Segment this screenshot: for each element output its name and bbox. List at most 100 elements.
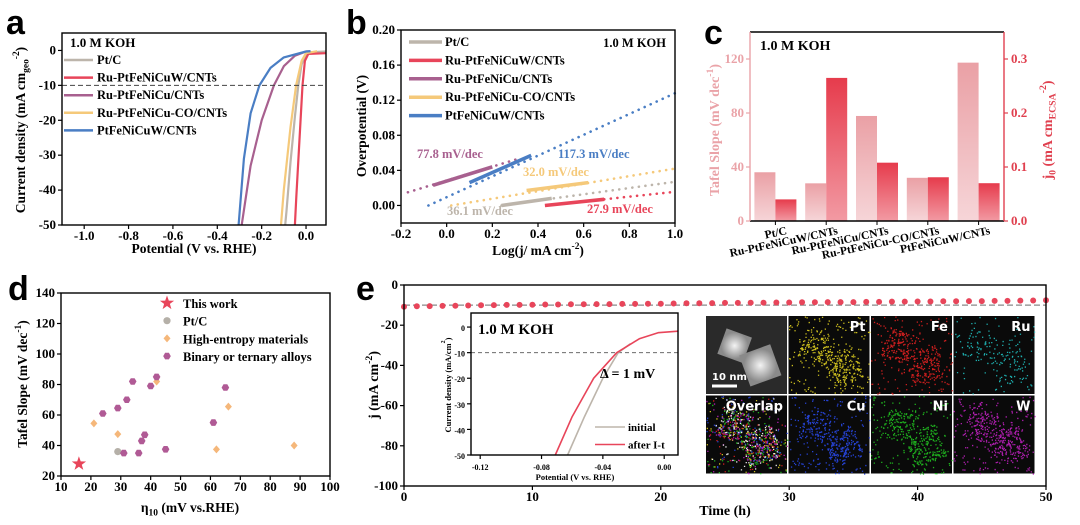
eds-mapping-grid: 10 nm Pt Fe Ru Overlap Cu Ni W (706, 316, 1036, 475)
panel-label-b: b (346, 4, 367, 42)
eds-tile-background (871, 395, 952, 474)
eds-map-tile: Ni (871, 395, 953, 475)
eds-element-signal (871, 395, 953, 475)
tafel-slope-label: 77.8 mV/dec (417, 147, 483, 161)
it-data-point (644, 300, 651, 307)
data-point-hexagon (140, 431, 149, 439)
inset-electrolyte-label: 1.0 M KOH (478, 322, 554, 338)
y-axis-label-part: Tafel Slope (mV dec (15, 333, 30, 448)
it-data-point (734, 299, 741, 306)
y2-axis-label-part: -2 (1038, 85, 1049, 93)
y-axis-label-part: Tafel Slope (mV dec (708, 77, 723, 196)
data-point-star (71, 456, 87, 470)
it-data-point (799, 299, 806, 306)
eds-tile-background (953, 316, 1035, 394)
eds-element-signal (953, 396, 1036, 475)
legend-label: Pt/C (445, 35, 469, 49)
y-axis-label-part: Current density (mA cm (13, 72, 28, 213)
x-tick-label: 0.00 (657, 463, 671, 472)
y-tick-label: 0 (50, 42, 57, 57)
legend-label: PtFeNiCuW/CNTs (97, 123, 197, 137)
eds-element-label: Overlap (726, 400, 783, 415)
x-axis-label-part: η (141, 500, 149, 515)
lsv-curve-4 (237, 50, 311, 226)
it-data-point (606, 301, 613, 308)
data-point-hexagon (123, 396, 131, 403)
eds-map-tile: Cu (788, 395, 871, 475)
panel-c-bar-chart: Pt/CRu-PtFeNiCuW/CNTsRu-PtFeNiCu/CNTsRu-… (705, 31, 1059, 262)
it-data-point (657, 300, 664, 307)
eds-element-label: Pt (850, 320, 866, 335)
x-axis-label: Potential (V vs. RHE) (132, 241, 257, 256)
tafel-fit-0 (501, 196, 552, 208)
eds-element-signal (871, 316, 953, 395)
eds-element-signal (706, 399, 788, 475)
tafel-bar (906, 177, 928, 221)
eds-element-label: W (1016, 400, 1030, 415)
it-data-point (863, 298, 870, 305)
eds-map-tile: W (953, 395, 1036, 475)
x-axis-label-part: -2 (572, 242, 580, 252)
it-data-point (991, 297, 998, 304)
legend-label: Pt/C (183, 315, 207, 329)
x-tick-label: -0.04 (595, 463, 612, 472)
plot-frame (470, 312, 679, 456)
panel-b-tafel-chart: 36.1 mV/dec 27.9 mV/dec 77.8 mV/dec 32.0 mV… (354, 22, 683, 258)
legend-label: Ru-PtFeNiCu-CO/CNTs (97, 106, 227, 120)
legend-label: PtFeNiCuW/CNTs (445, 109, 545, 123)
legend-label: Ru-PtFeNiCu/CNTs (97, 88, 204, 102)
y-axis-label-part: geo (22, 59, 32, 73)
x-tick-label: 70 (234, 479, 247, 494)
y-axis-label-part: j (mA cm (367, 363, 382, 420)
it-data-point (670, 300, 677, 307)
x-tick-label: 1.0 (667, 226, 683, 241)
x-tick-label: -0.2 (391, 226, 412, 241)
legend-label: Ru-PtFeNiCu/CNTs (445, 72, 552, 86)
y-axis-label: Overpotential (V) (354, 75, 369, 177)
y2-axis-label-part: ) (1041, 80, 1056, 85)
panel-label-e: e (356, 270, 375, 308)
data-point-hexagon (99, 410, 107, 417)
panel-d-scatter-chart: 10 20 30 40 50 60 70 80 90 10020406080100120140Th… (14, 285, 340, 519)
inset-y-axis-label-part: ) (443, 337, 453, 340)
electrolyte-label: 1.0 M KOH (760, 39, 830, 54)
y-tick-label: 80 (731, 105, 744, 120)
legend-label: Ru-PtFeNiCuW/CNTs (97, 71, 217, 85)
tafel-extrapolation-4 (427, 91, 677, 207)
legend-marker-star (159, 295, 175, 310)
it-data-point (529, 301, 536, 308)
tafel-fit-4 (468, 153, 532, 185)
data-point-hexagon (137, 437, 146, 445)
x-axis-label-part: ) (579, 243, 584, 258)
y2-axis-label-part: (mA cm (1041, 119, 1056, 170)
it-data-point (516, 301, 523, 308)
data-point-hexagon (114, 404, 122, 412)
it-data-point (580, 301, 587, 308)
legend-label: Ru-PtFeNiCu-CO/CNTs (445, 90, 575, 104)
inset-y-axis-label-part: 2 (441, 340, 447, 343)
y-axis-label-part: -1 (14, 324, 24, 332)
y-tick-label: -40 (381, 357, 398, 372)
it-data-point (503, 301, 510, 308)
it-data-point (837, 299, 844, 306)
y-tick-label: 0.08 (372, 127, 395, 142)
tafel-slope-label: 36.1 mV/dec (447, 204, 513, 218)
it-data-point (593, 301, 600, 308)
eds-element-signal (711, 397, 782, 471)
it-data-point (786, 299, 793, 306)
y2-tick-label: 0.2 (1011, 105, 1027, 120)
y-tick-label: -30 (454, 401, 465, 410)
y-tick-label: 0.04 (372, 162, 395, 177)
y-tick-label: -40 (454, 426, 465, 435)
it-data-point (619, 300, 626, 307)
j0-bar (978, 183, 1000, 221)
y2-tick-label: 0.0 (1011, 213, 1027, 228)
y-axis-label-part: Overpotential (V) (354, 75, 369, 177)
x-tick-label: 0.2 (484, 226, 500, 241)
y2-axis-label-part: 0 (1048, 170, 1059, 175)
tafel-fit-3 (526, 180, 589, 193)
y-axis-label: Current density (mA cmgeo-2) (12, 47, 32, 213)
x-tick-label: 20 (654, 489, 667, 504)
tafel-fit-2 (432, 165, 493, 188)
